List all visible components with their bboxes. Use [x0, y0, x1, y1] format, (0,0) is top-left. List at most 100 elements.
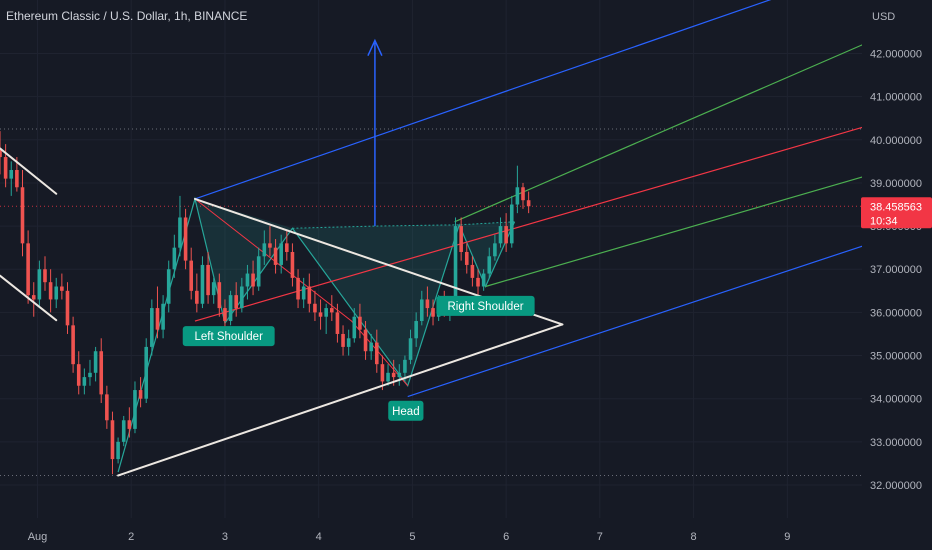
candle-body: [150, 308, 154, 347]
candle-body: [307, 286, 312, 304]
candle-body: [256, 256, 261, 287]
price-axis-bg: [862, 0, 932, 550]
candle-body: [386, 372, 390, 382]
candle-body: [509, 204, 514, 244]
candle: [290, 243, 295, 287]
candle-body: [380, 364, 385, 382]
candle-body: [166, 269, 171, 304]
candle: [470, 256, 475, 287]
currency-label: USD: [872, 11, 895, 23]
candle-body: [352, 316, 357, 339]
candle-body: [290, 251, 295, 278]
candle-body: [26, 243, 30, 296]
candle-body: [138, 390, 143, 399]
candle: [526, 191, 531, 214]
triangle-lower-line: [117, 323, 564, 477]
candle-body: [200, 264, 205, 304]
candle: [195, 273, 199, 313]
trendline-upper-left: [0, 147, 58, 195]
pattern-labels: Left Shoulder Head Right Shoulder: [182, 295, 535, 421]
candle-body: [453, 226, 458, 309]
last-price-countdown: 10:34: [870, 215, 898, 227]
candle: [110, 411, 115, 475]
candle-body: [217, 282, 222, 309]
candle: [43, 256, 47, 291]
candle-body: [31, 295, 36, 300]
price-axis: USD 32.000000 33.000000 34.000000 35.000000 3…: [861, 0, 932, 550]
candle: [341, 325, 345, 356]
candle-body: [425, 299, 430, 309]
candle: [459, 217, 463, 261]
candle-body: [223, 308, 227, 322]
candle: [251, 260, 255, 296]
candle-body: [403, 359, 407, 373]
candle-body: [391, 372, 396, 378]
candle: [3, 144, 8, 188]
candle: [37, 260, 42, 309]
target-arrow-head: [367, 38, 383, 56]
candle: [211, 277, 216, 304]
candle-body: [459, 226, 463, 252]
candle-body: [464, 251, 469, 265]
candle: [71, 316, 75, 373]
candle: [498, 217, 503, 248]
price-tick-label: 37.000000: [870, 264, 922, 276]
candle: [476, 269, 480, 296]
candle-body: [335, 312, 340, 334]
last-price-tag-bg: [861, 197, 932, 229]
candle-body: [318, 312, 323, 317]
candle: [431, 299, 435, 326]
candle-body: [285, 243, 289, 252]
candle-body: [262, 243, 267, 257]
candle-body: [493, 243, 497, 257]
candle-body: [408, 338, 413, 360]
candle-body: [476, 277, 480, 287]
candle: [493, 234, 497, 261]
candle-body: [43, 269, 47, 283]
candle: [504, 213, 508, 252]
candle-body: [481, 273, 486, 287]
candle-body: [105, 394, 109, 421]
candle: [228, 290, 233, 326]
channel-median-line: [194, 126, 865, 322]
time-tick-label: 3: [222, 531, 228, 543]
candle-body: [195, 290, 199, 304]
candle-body: [279, 243, 283, 265]
chart-title: Ethereum Classic / U.S. Dollar, 1h, BINA…: [6, 9, 248, 23]
price-tick-label: 41.000000: [870, 92, 922, 104]
candle: [161, 295, 165, 339]
candle: [487, 247, 492, 278]
candle: [262, 230, 267, 265]
last-price-value: 38.458563: [870, 201, 922, 213]
candle: [369, 333, 373, 360]
pattern-label-text: Head: [392, 406, 420, 418]
price-tick-label: 42.000000: [870, 49, 922, 61]
channel-lower-inner-line: [485, 175, 865, 288]
candle-body: [228, 295, 233, 322]
candle-body: [88, 372, 92, 378]
candle: [9, 161, 14, 196]
price-tick-label: 39.000000: [870, 178, 922, 190]
candle: [206, 251, 210, 304]
candle-body: [358, 316, 362, 330]
candle-body: [3, 157, 8, 179]
candle-body: [498, 226, 503, 244]
candle: [200, 256, 205, 309]
time-tick-label: 4: [316, 531, 322, 543]
candle: [324, 303, 328, 334]
candle: [155, 286, 160, 339]
candle: [521, 182, 525, 209]
pattern-label-text: Right Shoulder: [447, 301, 523, 313]
time-tick-label: 2: [128, 531, 134, 543]
candle-body: [206, 264, 210, 296]
candle: [386, 364, 390, 386]
candle-body: [470, 264, 475, 278]
candle-body: [515, 187, 520, 205]
candle-body: [110, 420, 115, 460]
price-tick-label: 32.000000: [870, 480, 922, 492]
candle-body: [245, 273, 250, 287]
candle: [150, 299, 154, 356]
candle-body: [93, 351, 98, 373]
candle-body: [330, 308, 334, 313]
